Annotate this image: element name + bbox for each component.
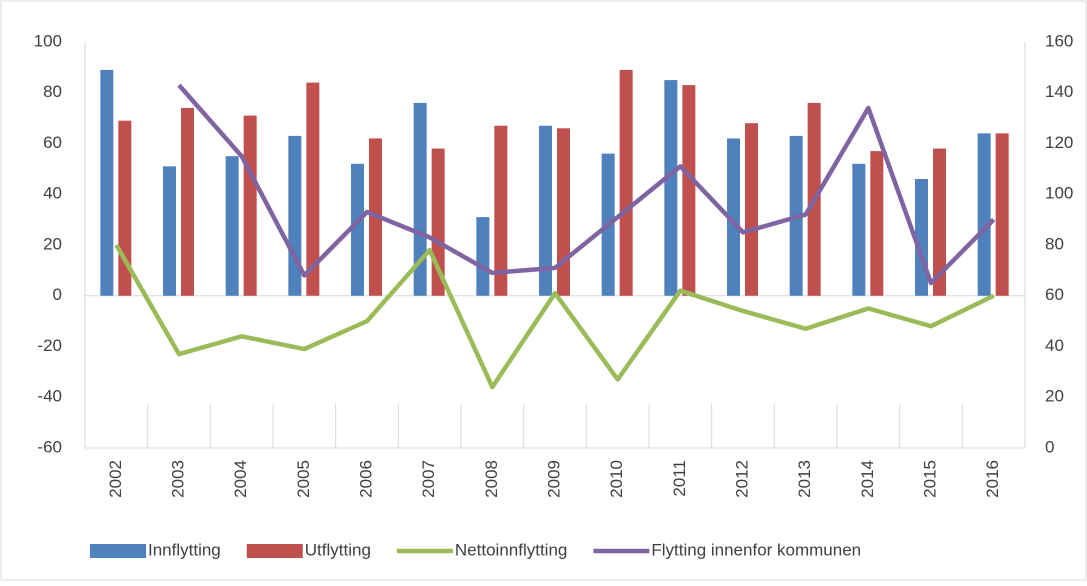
bar	[745, 123, 758, 296]
x-tick-label: 2005	[294, 460, 313, 498]
x-tick-label: 2009	[544, 460, 563, 498]
legend-label: Flytting innenfor kommunen	[651, 540, 861, 559]
y-tick-label: 40	[43, 184, 62, 203]
bar	[933, 148, 946, 296]
line	[177, 83, 996, 286]
y2-tick-label: 140	[1045, 82, 1073, 101]
legend-swatch	[246, 544, 303, 558]
x-tick-label: 2012	[732, 460, 751, 498]
line	[114, 243, 995, 390]
bar	[539, 125, 552, 296]
y-tick-label: 60	[43, 133, 62, 152]
x-tick-label: 2016	[983, 460, 1002, 498]
bar	[852, 163, 866, 296]
bar	[306, 82, 320, 296]
legend-label: Nettoinnflytting	[455, 540, 567, 559]
y2-tick-label: 160	[1045, 31, 1073, 50]
y2-tick-label: 0	[1045, 437, 1054, 456]
legend-label: Utflytting	[305, 540, 371, 559]
x-tick-label: 2014	[858, 460, 877, 498]
bar	[682, 85, 696, 296]
bar	[351, 163, 364, 296]
y-tick-label: 0	[53, 285, 62, 304]
bar	[727, 138, 740, 296]
x-tick-label: 2011	[670, 460, 689, 497]
bar	[100, 69, 114, 296]
x-tick-label: 2007	[419, 460, 438, 498]
x-tick-label: 2008	[482, 460, 501, 498]
bar	[243, 115, 257, 296]
x-tick-label: 2013	[795, 460, 814, 498]
x-tick-label: 2003	[168, 460, 187, 498]
y2-tick-label: 60	[1045, 285, 1064, 304]
y2-tick-label: 40	[1045, 336, 1064, 355]
bar	[619, 69, 633, 296]
y2-tick-label: 80	[1045, 234, 1064, 253]
y2-tick-label: 100	[1045, 184, 1073, 203]
y-tick-label: 80	[43, 82, 62, 101]
legend-label: Innflytting	[148, 540, 221, 559]
bar	[494, 125, 508, 296]
legend-swatch	[90, 544, 146, 558]
bar	[288, 135, 302, 296]
bar	[476, 217, 490, 296]
x-tick-label: 2006	[356, 460, 375, 498]
y-tick-label: -60	[37, 437, 62, 456]
bar	[977, 133, 991, 296]
bar	[870, 151, 884, 296]
y-tick-label: -40	[37, 387, 62, 406]
bar	[413, 102, 427, 296]
y-tick-label: 100	[34, 31, 62, 50]
y2-tick-label: 120	[1045, 133, 1073, 152]
x-tick-label: 2002	[106, 460, 125, 498]
y2-tick-label: 20	[1045, 387, 1064, 406]
x-tick-label: 2010	[607, 460, 626, 498]
bar	[557, 128, 570, 296]
x-tick-label: 2015	[920, 460, 939, 498]
bar	[664, 80, 678, 296]
bar	[225, 156, 239, 296]
y-tick-label: -20	[37, 336, 62, 355]
bar	[995, 133, 1009, 296]
bar	[163, 166, 176, 296]
y-tick-label: 20	[43, 234, 62, 253]
x-tick-label: 2004	[231, 460, 250, 498]
bar	[181, 107, 194, 296]
